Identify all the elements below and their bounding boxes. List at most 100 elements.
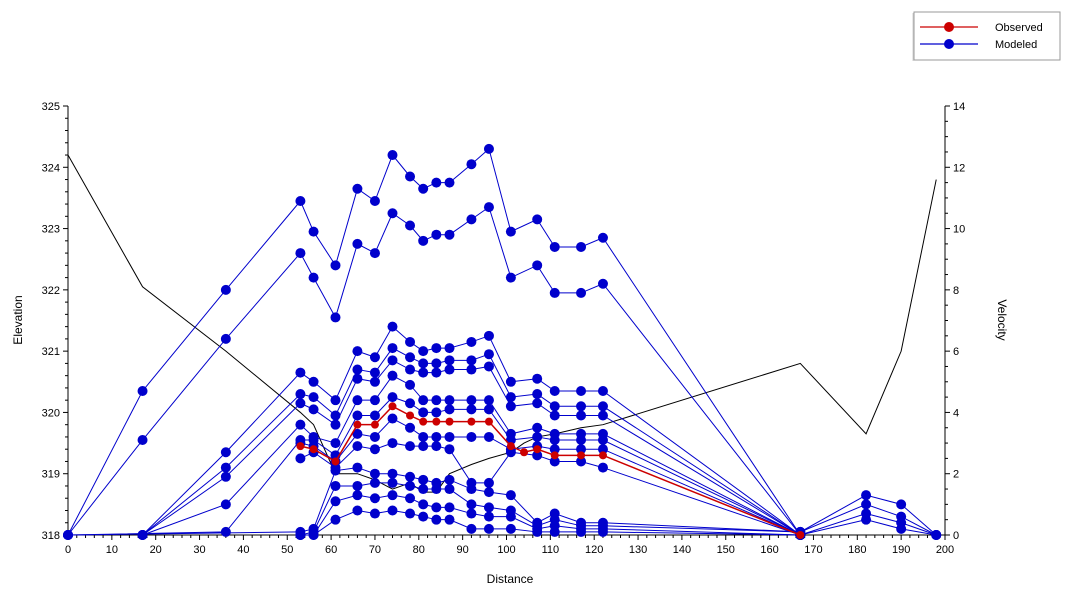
modeled-point (431, 177, 442, 188)
x-axis-title: Distance (487, 572, 534, 586)
modeled-point (418, 395, 429, 406)
modeled-point (308, 404, 319, 415)
velocity-line (67, 154, 937, 493)
modeled-point (137, 435, 148, 446)
modeled-point (597, 232, 608, 243)
modeled-point (330, 514, 341, 525)
y2-tick-label: 0 (953, 530, 959, 542)
x-tick-label: 30 (193, 544, 205, 556)
modeled-point (466, 159, 477, 170)
modeled-point (387, 355, 398, 366)
modeled-point (352, 441, 363, 452)
modeled-point (418, 346, 429, 357)
modeled-point (330, 480, 341, 491)
modeled-point (444, 431, 455, 442)
modeled-point (387, 343, 398, 354)
modeled-point (483, 477, 494, 488)
modeled-point (387, 370, 398, 381)
observed-point (467, 417, 476, 426)
modeled-point (295, 389, 306, 400)
x-tick-label: 160 (760, 544, 778, 556)
modeled-point (405, 220, 416, 231)
modeled-point (532, 526, 543, 537)
modeled-point (387, 413, 398, 424)
y-axis-title: Elevation (11, 295, 25, 344)
x-tick-label: 10 (106, 544, 118, 556)
legend-entry-modeled: Modeled (920, 39, 1037, 51)
x-tick-label: 130 (629, 544, 647, 556)
modeled-point (466, 404, 477, 415)
modeled-point (444, 229, 455, 240)
modeled-point (483, 349, 494, 360)
modeled-point (295, 398, 306, 409)
x-tick-label: 20 (150, 544, 162, 556)
modeled-point (418, 367, 429, 378)
modeled-point (896, 523, 907, 534)
modeled-point (444, 395, 455, 406)
modeled-point (220, 447, 231, 458)
modeled-point (352, 183, 363, 194)
modeled-point (549, 287, 560, 298)
y2-tick-label: 6 (953, 346, 959, 358)
modeled-point (330, 395, 341, 406)
modeled-point (549, 526, 560, 537)
x-tick-label: 110 (542, 544, 560, 556)
modeled-series-6 (63, 392, 806, 540)
modeled-point (418, 235, 429, 246)
modeled-point (483, 330, 494, 341)
observed-point (796, 531, 805, 539)
modeled-point (431, 343, 442, 354)
modeled-point (418, 511, 429, 522)
modeled-point (597, 462, 608, 473)
observed-point (331, 457, 340, 466)
modeled-point (137, 530, 148, 540)
modeled-point (466, 431, 477, 442)
observed-point (598, 451, 607, 460)
modeled-point (931, 530, 942, 540)
legend-label-observed: Observed (995, 22, 1043, 34)
modeled-point (405, 493, 416, 504)
x-tick-label: 120 (585, 544, 603, 556)
x-tick-label: 70 (369, 544, 381, 556)
modeled-point (431, 395, 442, 406)
modeled-point (444, 444, 455, 455)
modeled-point (861, 490, 872, 501)
modeled-point (444, 502, 455, 513)
x-tick-label: 180 (848, 544, 866, 556)
x-tick-label: 200 (936, 544, 954, 556)
observed-point (445, 417, 454, 426)
modeled-point (549, 444, 560, 455)
y2-tick-label: 8 (953, 285, 959, 297)
y-tick-label: 325 (42, 101, 60, 113)
modeled-point (330, 438, 341, 449)
y2-tick-label: 10 (953, 224, 965, 236)
modeled-point (369, 195, 380, 206)
modeled-line (67, 396, 801, 536)
modeled-point (532, 373, 543, 384)
modeled-point (483, 487, 494, 498)
modeled-point (483, 511, 494, 522)
modeled-point (861, 514, 872, 525)
modeled-point (387, 505, 398, 516)
modeled-point (444, 484, 455, 495)
modeled-point (295, 453, 306, 464)
modeled-point (597, 444, 608, 455)
modeled-point (466, 364, 477, 375)
modeled-point (330, 465, 341, 476)
modeled-point (369, 248, 380, 259)
modeled-point (387, 468, 398, 479)
modeled-point (220, 471, 231, 482)
modeled-point (532, 389, 543, 400)
modeled-point (505, 272, 516, 283)
modeled-point (532, 260, 543, 271)
modeled-point (597, 526, 608, 537)
modeled-point (330, 496, 341, 507)
modeled-point (431, 358, 442, 369)
modeled-point (405, 398, 416, 409)
modeled-point (466, 508, 477, 519)
x-tick-label: 100 (497, 544, 515, 556)
modeled-point (352, 238, 363, 249)
modeled-point (418, 431, 429, 442)
modeled-point (597, 385, 608, 396)
modeled-point (505, 490, 516, 501)
